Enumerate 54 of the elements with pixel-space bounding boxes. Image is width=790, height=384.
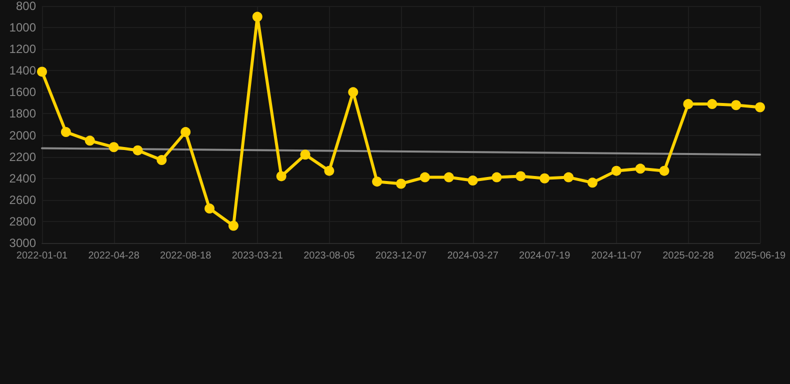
y-tick-label: 2200 [9,150,36,164]
point [372,176,382,187]
x-tick-label: 2025-02-28 [662,250,714,262]
x-tick-label: 2022-08-18 [160,250,212,262]
point [84,136,95,146]
x-tick-label: 2023-12-07 [375,250,428,262]
point [707,99,718,110]
y-tick-label: 1200 [9,42,36,56]
x-tick-label: 2022-01-01 [16,250,68,262]
point [659,166,670,176]
point [252,12,262,22]
point [540,173,550,184]
point [755,102,765,112]
y-tick-label: 2800 [9,214,36,228]
point [564,172,574,182]
x-tick-label: 2025-06-19 [734,250,786,262]
point [132,145,143,156]
point [228,220,238,231]
y-tick-label: 1400 [9,64,36,78]
point [276,171,286,182]
point [108,142,119,152]
point [731,100,742,110]
point [611,166,622,176]
point [492,172,502,182]
point [420,172,430,182]
point [180,127,191,138]
point [348,87,358,98]
x-tick-label: 2023-08-05 [304,250,356,262]
x-tick-label: 2023-03-21 [232,250,284,262]
y-tick-label: 2400 [9,171,36,186]
point [587,178,598,188]
point [683,99,694,110]
x-tick-label: 2024-11-07 [591,250,642,262]
point [37,66,47,77]
point [156,155,167,166]
point [324,166,334,176]
point [300,150,310,160]
point [635,164,646,174]
point [444,172,454,182]
y-tick-label: 1600 [9,85,36,100]
point [516,171,526,182]
point [60,127,71,138]
y-tick-label: 1000 [9,20,36,35]
x-tick-label: 2024-03-27 [447,250,499,262]
y-tick-label: 1800 [9,106,36,121]
point [468,176,478,186]
x-tick-label: 2024-07-19 [519,250,571,262]
y-tick-label: 2600 [9,192,36,207]
y-tick-label: 800 [16,0,36,13]
y-tick-label: 3000 [9,236,36,250]
x-tick-label: 2022-04-28 [88,250,140,262]
point [396,178,406,189]
point [204,204,215,214]
y-tick-label: 2000 [9,128,36,142]
